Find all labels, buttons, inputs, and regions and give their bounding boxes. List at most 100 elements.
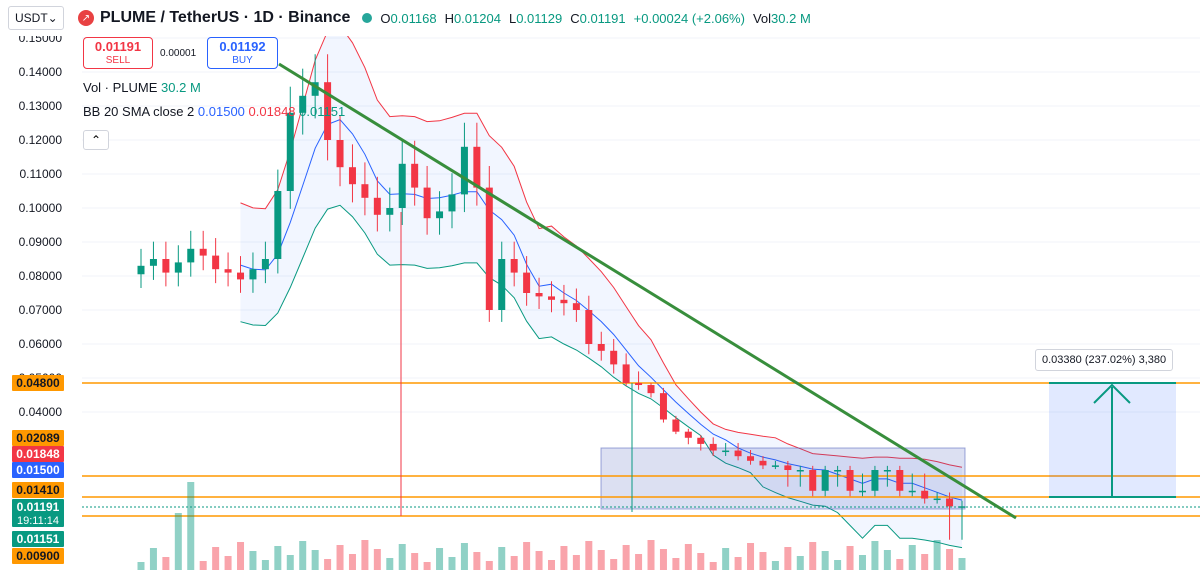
candle-body xyxy=(411,163,419,188)
price-tag xyxy=(12,531,64,547)
price-tag-text: 0.01151 xyxy=(17,532,60,546)
candle-body xyxy=(933,498,941,501)
volume-bar xyxy=(224,556,232,570)
candle-body xyxy=(149,259,157,266)
currency-select[interactable]: USDT ⌄ xyxy=(8,6,64,30)
volume-bar xyxy=(286,555,294,570)
volume-bar xyxy=(684,544,692,570)
volume-bar xyxy=(311,550,319,570)
volume-bar xyxy=(535,551,543,570)
price-tag-text: 0.01848 xyxy=(16,447,60,461)
volume-bar xyxy=(174,513,182,570)
volume-bar xyxy=(324,559,332,570)
volume-bar xyxy=(871,541,879,570)
candle-body xyxy=(921,490,929,499)
volume-bar xyxy=(212,547,220,570)
volume-bar xyxy=(485,561,493,570)
volume-bar xyxy=(548,560,555,570)
candle-body xyxy=(585,310,593,344)
candle-body xyxy=(436,211,444,219)
symbol-logo-icon: ↗ xyxy=(78,10,94,26)
candle-body xyxy=(548,296,555,300)
volume-bar xyxy=(373,549,381,570)
volume-bar xyxy=(610,559,618,570)
price-tags: 0.04800 0.02089 0.01848 0.01500 0.01410 0.011… xyxy=(12,375,64,564)
y-tick-label: 0.06000 xyxy=(19,337,63,351)
y-tick-label: 0.12000 xyxy=(19,133,63,147)
volume-legend[interactable]: Vol · PLUME 30.2 M xyxy=(83,80,201,95)
candle-body xyxy=(348,167,356,185)
y-tick-label: 0.14000 xyxy=(19,65,63,79)
volume-bar xyxy=(336,545,344,570)
candle-body xyxy=(722,450,730,453)
ohlc-high: H0.01204 xyxy=(444,10,501,26)
price-tag xyxy=(12,462,64,478)
volume-bar xyxy=(759,552,767,570)
bollinger-upper-value: 0.01848 xyxy=(248,104,296,119)
volume-bar xyxy=(958,558,966,570)
volume-bar xyxy=(560,546,568,570)
volume-bar xyxy=(411,553,419,570)
y-tick-label: 0.13000 xyxy=(19,99,63,113)
volume-bar xyxy=(199,561,207,570)
candle-body xyxy=(460,146,468,195)
volume-bar xyxy=(361,540,369,570)
ohlc-open: O0.01168 xyxy=(380,10,437,26)
price-tag-text: 0.00900 xyxy=(16,549,60,563)
spread-value: 0.00001 xyxy=(160,48,197,59)
price-tag-countdown: 19:11:14 xyxy=(17,515,59,527)
price-tag-text: 0.01191 xyxy=(17,500,60,514)
candle-body xyxy=(199,248,207,256)
candle-body xyxy=(261,259,269,270)
volume-bar xyxy=(659,549,667,570)
bollinger-mid-value: 0.01500 xyxy=(197,104,245,119)
y-axis-ticks: 0.150000.140000.130000.120000.110000.100… xyxy=(19,31,63,419)
candle-body xyxy=(286,112,294,191)
y-tick-label: 0.11000 xyxy=(20,167,63,181)
candle-body xyxy=(560,299,568,304)
price-tag xyxy=(12,548,64,564)
candle-body xyxy=(709,443,717,451)
range-box[interactable] xyxy=(600,447,966,510)
candle-body xyxy=(473,146,481,188)
volume-bar xyxy=(796,556,804,570)
volume-bar xyxy=(137,562,145,570)
price-tag xyxy=(12,375,64,391)
symbol-title[interactable]: PLUME / TetherUS · 1D · Binance xyxy=(100,9,351,26)
price-tag xyxy=(12,446,64,462)
sell-button[interactable]: 0.01191 SELL xyxy=(83,37,153,69)
candle-body xyxy=(448,194,456,212)
candle-body xyxy=(249,269,257,280)
volume-bar xyxy=(348,554,356,570)
bollinger-band-fill xyxy=(240,25,962,548)
volume-bar xyxy=(771,561,779,570)
volume-bar xyxy=(722,548,730,570)
collapse-legend-button[interactable]: ⌃ xyxy=(83,130,109,150)
volume-bar xyxy=(149,548,157,570)
chevron-up-icon: ⌃ xyxy=(90,133,102,147)
volume-bar xyxy=(697,553,705,570)
buy-button[interactable]: 0.01192 BUY xyxy=(207,37,278,69)
price-tag xyxy=(12,430,64,446)
volume-bar xyxy=(249,551,257,570)
candle-body xyxy=(846,470,854,491)
candle-body xyxy=(858,490,866,493)
currency-label: USDT xyxy=(15,11,48,25)
buy-label: BUY xyxy=(232,55,253,66)
volume-bar xyxy=(933,540,941,570)
candle-body xyxy=(137,265,145,275)
bollinger-legend[interactable]: BB 20 SMA close 2 0.01500 0.01848 0.0115… xyxy=(83,104,345,119)
candle-body xyxy=(946,498,954,507)
candle-body xyxy=(299,95,307,113)
candle-body xyxy=(659,393,667,420)
volume-legend-label: Vol · PLUME xyxy=(83,80,158,95)
candle-body xyxy=(734,450,742,457)
candle-body xyxy=(672,419,680,432)
descending-trendline[interactable] xyxy=(278,62,1017,520)
volume-bar xyxy=(436,548,444,570)
volume-bar xyxy=(460,543,468,570)
volume-bar xyxy=(647,540,655,570)
volume-bar xyxy=(858,555,866,570)
candle-body xyxy=(809,470,817,491)
